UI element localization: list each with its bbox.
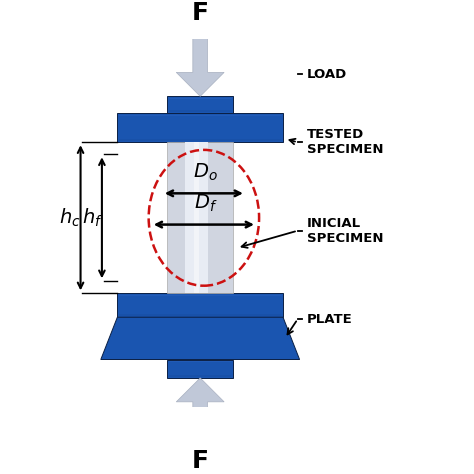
Text: $h_f$: $h_f$ — [82, 207, 103, 229]
Polygon shape — [176, 378, 224, 442]
Polygon shape — [167, 142, 233, 293]
Polygon shape — [167, 359, 233, 378]
Polygon shape — [185, 142, 208, 293]
Text: TESTED
SPECIMEN: TESTED SPECIMEN — [307, 128, 383, 156]
Text: LOAD: LOAD — [307, 68, 347, 81]
Polygon shape — [193, 142, 200, 293]
Text: INICIAL
SPECIMEN: INICIAL SPECIMEN — [307, 217, 383, 245]
Text: $h_c$: $h_c$ — [59, 207, 81, 229]
Polygon shape — [176, 32, 224, 96]
Text: F: F — [191, 1, 209, 25]
Text: PLATE: PLATE — [307, 312, 353, 326]
Text: $D_o$: $D_o$ — [193, 162, 218, 183]
Text: $D_f$: $D_f$ — [194, 193, 218, 214]
Polygon shape — [167, 96, 233, 113]
Polygon shape — [101, 317, 300, 359]
Polygon shape — [118, 113, 283, 142]
Text: F: F — [191, 449, 209, 473]
Polygon shape — [118, 293, 283, 317]
